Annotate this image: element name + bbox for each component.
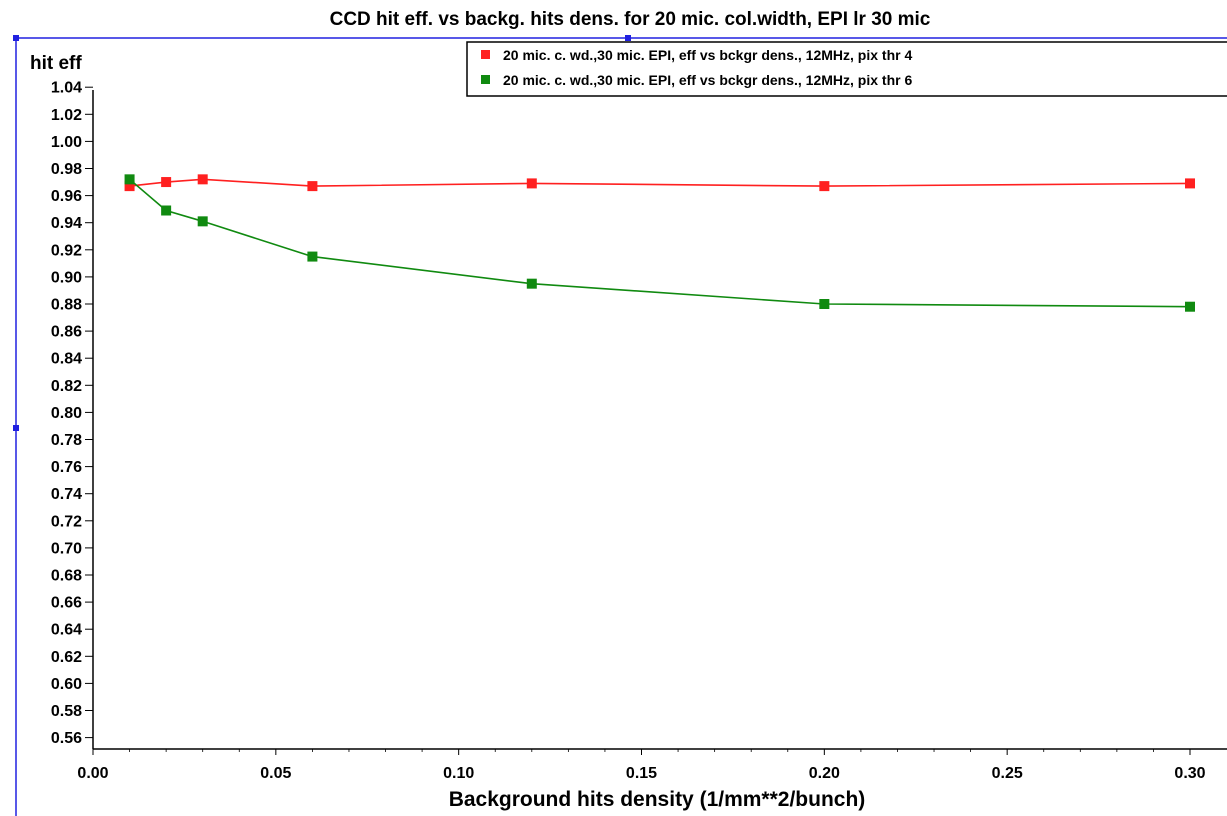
data-point xyxy=(124,181,135,192)
x-tick-label: 0.00 xyxy=(77,765,108,782)
frame xyxy=(13,35,1227,816)
legend-entry-thr6: 20 mic. c. wd.,30 mic. EPI, eff vs bckgr… xyxy=(503,72,912,88)
series-layer xyxy=(124,174,1195,312)
x-ticks: 0.00 0.05 0.10 0.15 0.20 0.25 0.30 xyxy=(77,749,1206,782)
y-tick-label: 0.68 xyxy=(51,568,82,585)
y-tick-label: 1.00 xyxy=(51,134,82,151)
data-point xyxy=(307,251,318,262)
y-tick-label: 0.66 xyxy=(51,595,82,612)
x-tick-label: 0.10 xyxy=(443,765,474,782)
series-line-1 xyxy=(129,178,1191,308)
y-tick-label: 0.82 xyxy=(51,378,82,395)
y-tick-label: 0.94 xyxy=(51,215,82,232)
data-point xyxy=(307,181,318,192)
y-tick-label: 0.84 xyxy=(51,351,82,368)
axes xyxy=(92,90,1227,750)
y-tick-label: 0.98 xyxy=(51,161,82,178)
y-tick-label: 0.90 xyxy=(51,269,82,286)
y-tick-label: 0.76 xyxy=(51,459,82,476)
x-tick-label: 0.20 xyxy=(809,765,840,782)
data-point xyxy=(161,177,172,188)
y-tick-label: 0.80 xyxy=(51,405,82,422)
series-0 xyxy=(124,174,1195,192)
data-point xyxy=(526,278,537,289)
y-tick-label: 0.96 xyxy=(51,188,82,205)
y-tick-label: 0.60 xyxy=(51,676,82,693)
data-point xyxy=(124,174,135,185)
y-tick-label: 0.92 xyxy=(51,242,82,259)
data-point xyxy=(819,181,830,192)
x-axis-label: Background hits density (1/mm**2/bunch) xyxy=(449,788,866,811)
y-tick-label: 0.56 xyxy=(51,730,82,747)
y-tick-label: 0.74 xyxy=(51,486,82,503)
legend-swatch-thr6 xyxy=(481,75,490,84)
y-tick-label: 0.88 xyxy=(51,297,82,314)
x-tick-label: 0.30 xyxy=(1174,765,1205,782)
y-tick-label: 0.72 xyxy=(51,513,82,530)
y-tick-label: 0.78 xyxy=(51,432,82,449)
y-tick-label: 0.70 xyxy=(51,540,82,557)
y-axis-label: hit eff xyxy=(30,53,82,74)
x-tick-label: 0.25 xyxy=(992,765,1023,782)
chart-title: CCD hit eff. vs backg. hits dens. for 20… xyxy=(330,9,931,30)
data-point xyxy=(161,205,172,216)
data-point xyxy=(197,216,208,227)
legend-entry-thr4: 20 mic. c. wd.,30 mic. EPI, eff vs bckgr… xyxy=(503,47,912,63)
y-tick-label: 0.86 xyxy=(51,324,82,341)
legend-swatch-thr4 xyxy=(481,50,490,59)
x-tick-label: 0.05 xyxy=(260,765,291,782)
series-1 xyxy=(124,174,1195,312)
y-tick-label: 1.04 xyxy=(51,80,82,97)
y-tick-label: 0.58 xyxy=(51,703,82,720)
x-tick-label: 0.15 xyxy=(626,765,657,782)
data-point xyxy=(526,178,537,189)
y-tick-label: 0.64 xyxy=(51,622,82,639)
data-point xyxy=(1185,178,1195,189)
legend-box xyxy=(466,41,1227,97)
data-point xyxy=(1185,301,1195,312)
y-ticks: 0.56 0.58 0.60 0.62 0.64 0.66 0.68 0.70 0.72 0.74… xyxy=(51,80,93,747)
y-tick-label: 0.62 xyxy=(51,649,82,666)
series-line-0 xyxy=(129,178,1191,187)
legend: 20 mic. c. wd.,30 mic. EPI, eff vs bckgr… xyxy=(466,41,1227,97)
data-point xyxy=(197,174,208,185)
y-tick-label: 1.02 xyxy=(51,107,82,124)
data-point xyxy=(819,299,830,309)
